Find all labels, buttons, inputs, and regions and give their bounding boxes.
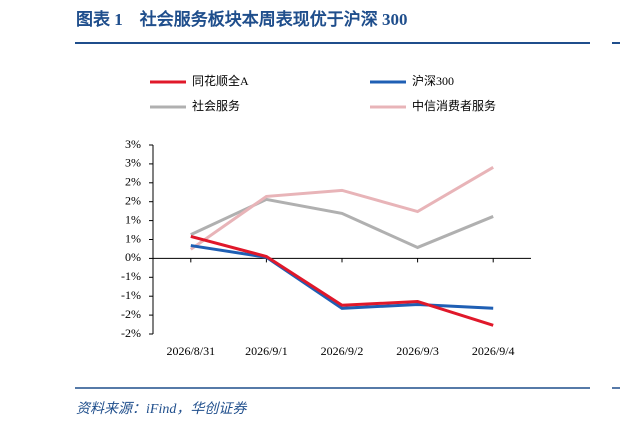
series-line <box>190 197 494 250</box>
y-tick-label: 3% <box>125 156 141 170</box>
y-tick-label: 1% <box>125 231 141 245</box>
legend-label: 同花顺全A <box>192 73 249 88</box>
y-tick-label: 2% <box>125 193 141 207</box>
x-tick-label: 2026/9/4 <box>472 344 515 358</box>
chart-title: 图表 1 社会服务板块本周表现优于沪深 300 <box>76 9 408 29</box>
x-tick-label: 2026/9/3 <box>396 344 439 358</box>
y-tick-label: 0% <box>125 250 141 264</box>
y-tick-label: 2% <box>125 175 141 189</box>
y-tick-label: -2% <box>121 326 141 340</box>
y-tick-label: -1% <box>121 288 141 302</box>
x-tick-label: 2026/9/1 <box>245 344 288 358</box>
y-tick-label: -1% <box>121 269 141 283</box>
x-tick-label: 2026/8/31 <box>166 344 215 358</box>
series-line <box>189 166 494 251</box>
series-line <box>190 235 494 327</box>
x-tick-label: 2026/9/2 <box>321 344 364 358</box>
y-tick-label: 3% <box>125 137 141 151</box>
legend-label: 中信消费者服务 <box>412 98 496 113</box>
y-tick-label: -2% <box>121 307 141 321</box>
source-note: 资料来源：iFind，华创证券 <box>76 401 247 417</box>
y-tick-label: 1% <box>125 212 141 226</box>
legend-label: 沪深300 <box>412 74 454 88</box>
legend-label: 社会服务 <box>192 98 240 113</box>
series-line <box>190 244 494 310</box>
